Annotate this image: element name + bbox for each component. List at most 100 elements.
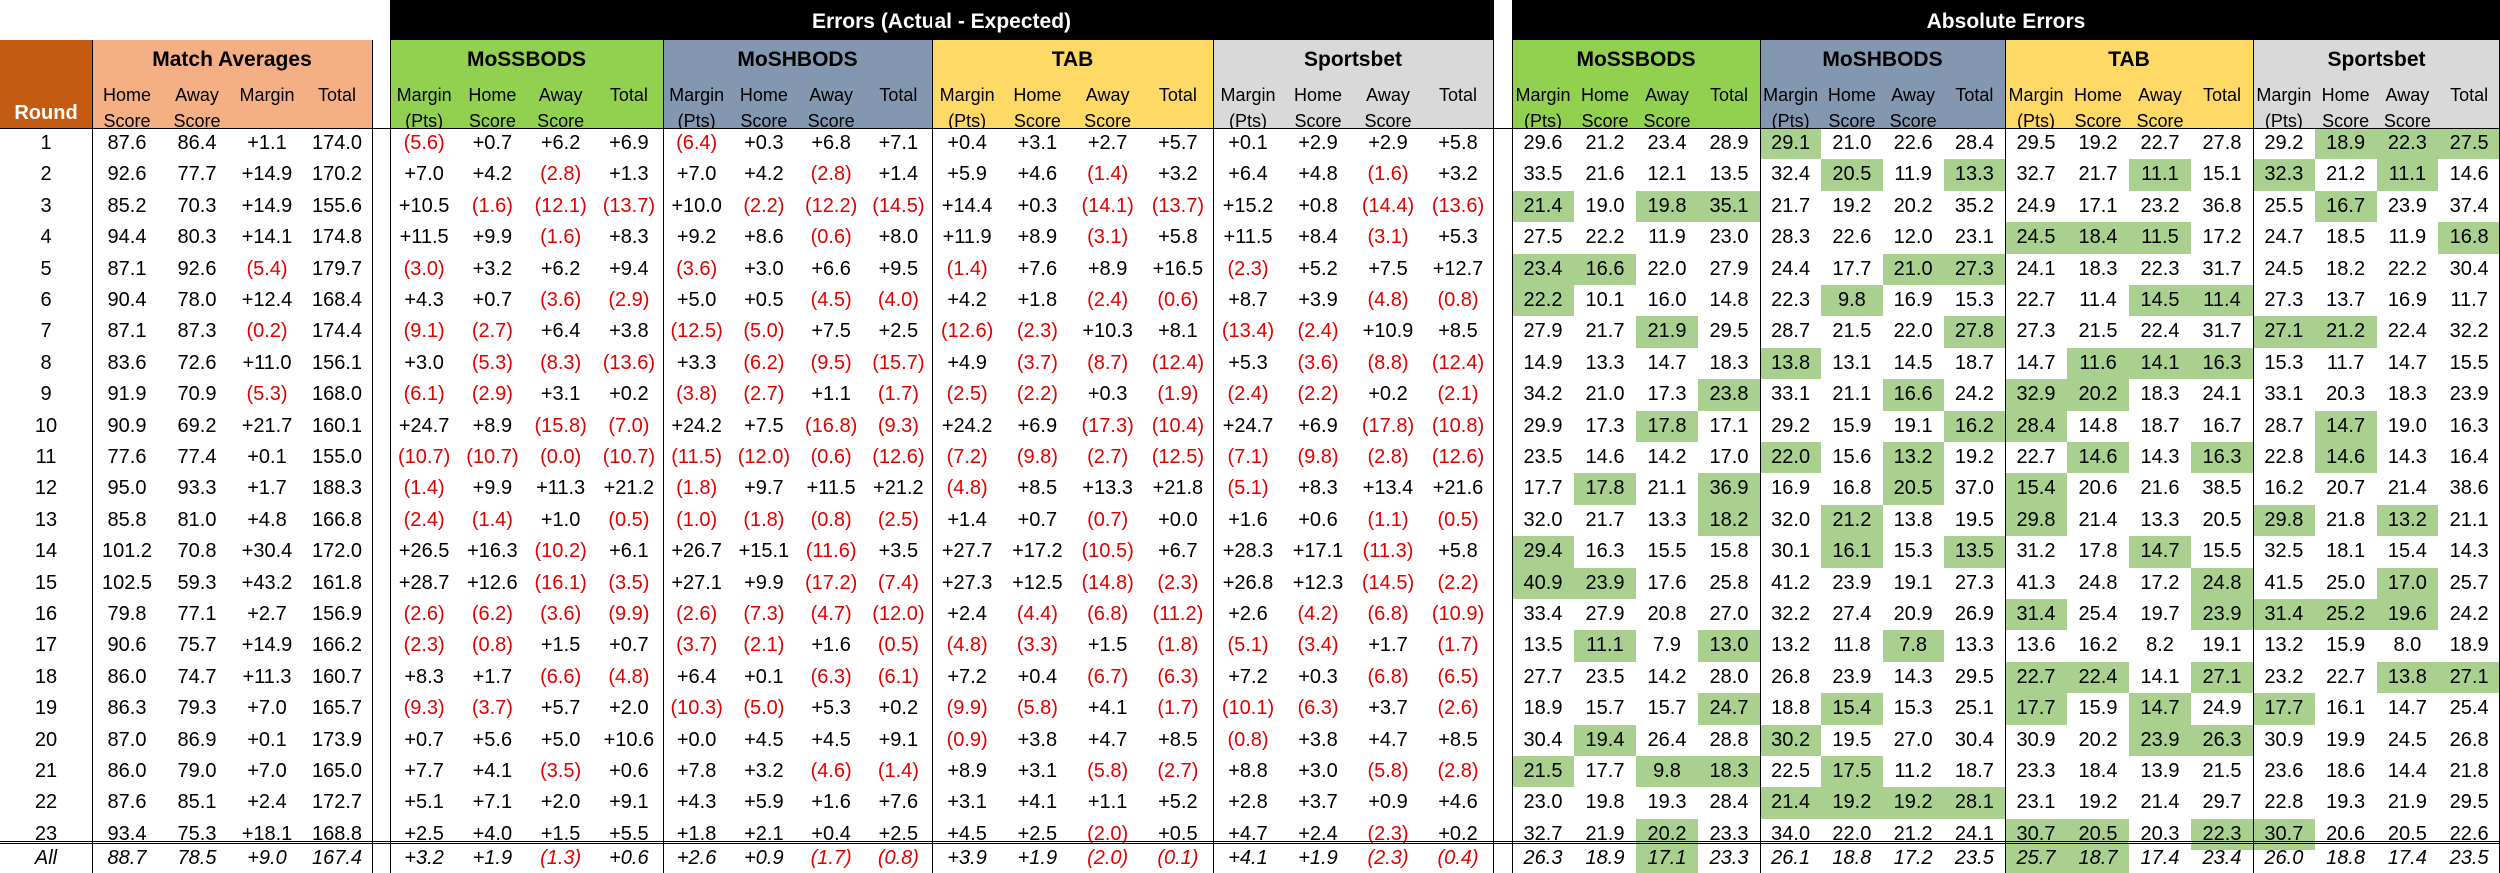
round-cell: 12 bbox=[34, 477, 58, 500]
avg-cell: +14.9 bbox=[241, 163, 293, 186]
error-cell: (0.5) bbox=[1437, 508, 1479, 531]
abs-error-cell: 22.8 bbox=[2264, 791, 2304, 814]
errors-col-mossbods-0: Margin (Pts) bbox=[390, 80, 459, 128]
error-cell: +7.0 bbox=[404, 163, 444, 186]
avg-cell: +12.4 bbox=[241, 289, 293, 311]
abs-error-cell: 17.1 bbox=[1636, 843, 1698, 873]
error-cell: +3.3 bbox=[676, 351, 717, 374]
error-cell: +8.8 bbox=[1228, 760, 1268, 782]
abs-error-cell: 15.9 bbox=[2326, 634, 2366, 657]
error-cell: (1.6) bbox=[1367, 163, 1409, 186]
error-cell: (12.2) bbox=[805, 194, 858, 217]
error-cell: (1.7) bbox=[1437, 634, 1479, 657]
error-cell: (10.7) bbox=[466, 446, 519, 468]
error-cell: +24.7 bbox=[398, 414, 450, 437]
abs-error-cell: 24.5 bbox=[2387, 728, 2427, 751]
error-cell: +3.1 bbox=[1017, 132, 1058, 154]
avg-cell: 86.4 bbox=[177, 132, 217, 154]
error-cell: +3.2 bbox=[1158, 163, 1198, 186]
error-cell: +0.0 bbox=[1158, 508, 1198, 531]
errors-col-sportsbets-1: Home Score bbox=[1283, 80, 1353, 128]
abs-error-cell: 27.7 bbox=[1523, 665, 1563, 688]
error-cell: (15.8) bbox=[534, 414, 587, 437]
error-cell: +4.1 bbox=[1017, 791, 1058, 814]
error-cell: (3.1) bbox=[1367, 226, 1409, 249]
error-cell: +9.7 bbox=[744, 477, 784, 500]
error-cell: +1.5 bbox=[540, 634, 581, 657]
error-cell: +4.5 bbox=[947, 822, 987, 845]
abs-error-cell: 11.4 bbox=[2079, 289, 2117, 311]
error-cell: (1.4) bbox=[1087, 163, 1129, 186]
abs-error-cell: 23.9 bbox=[2191, 599, 2253, 631]
avg-cell: 86.9 bbox=[177, 728, 217, 751]
error-cell: +3.2 bbox=[404, 847, 444, 869]
abs-error-cell: 18.3 bbox=[2140, 383, 2180, 406]
abs-error-cell: 29.7 bbox=[2202, 791, 2242, 814]
error-cell: +9.2 bbox=[676, 226, 717, 249]
abs-error-cell: 22.3 bbox=[2376, 128, 2439, 160]
column-header-text: Score bbox=[1889, 111, 1937, 128]
abs-error-cell: 23.4 bbox=[2202, 847, 2242, 869]
abs-error-cell: 19.8 bbox=[1585, 791, 1625, 814]
error-cell: (14.5) bbox=[872, 194, 925, 217]
error-cell: +8.0 bbox=[878, 226, 919, 249]
abs-error-cell: 29.2 bbox=[1771, 414, 1811, 437]
error-cell: (2.7) bbox=[471, 320, 513, 343]
abs-error-cell: 26.3 bbox=[2191, 724, 2253, 756]
gridline bbox=[663, 0, 664, 873]
column-header-text: Margin bbox=[1220, 85, 1276, 105]
abs-error-cell: 27.3 bbox=[1943, 253, 2005, 285]
error-cell: +8.9 bbox=[1017, 226, 1058, 249]
avg-cell: 79.8 bbox=[107, 603, 147, 625]
abs-error-cell: 18.1 bbox=[2326, 540, 2366, 563]
error-cell: (12.4) bbox=[1151, 351, 1204, 374]
abs-error-cell: 22.2 bbox=[1585, 226, 1625, 249]
abs-error-cell: 19.1 bbox=[1893, 414, 1933, 437]
column-header-text: Score bbox=[807, 111, 855, 128]
avg-cell: +11.0 bbox=[242, 351, 292, 374]
abs-error-cell: 21.5 bbox=[1832, 320, 1872, 343]
error-cell: +0.2 bbox=[609, 383, 649, 406]
avg-cell: +0.1 bbox=[247, 446, 287, 468]
error-cell: +15.1 bbox=[738, 540, 790, 563]
column-header-text: (Pts) bbox=[2017, 111, 2055, 128]
error-cell: +1.9 bbox=[1298, 847, 1338, 869]
error-cell: +1.5 bbox=[1087, 634, 1128, 657]
error-cell: (11.6) bbox=[805, 540, 857, 563]
avg-cell: 75.7 bbox=[177, 634, 217, 657]
column-header-text: Margin bbox=[239, 85, 295, 105]
error-cell: (10.9) bbox=[1431, 603, 1485, 625]
error-cell: +9.4 bbox=[609, 257, 649, 280]
error-cell: +5.5 bbox=[609, 822, 649, 845]
abs-error-cell: 14.6 bbox=[2314, 442, 2377, 474]
error-cell: (4.6) bbox=[810, 760, 852, 782]
abs-error-cell: 17.0 bbox=[1709, 446, 1749, 468]
abs-error-cell: 32.5 bbox=[2264, 540, 2304, 563]
avg-cell: 174.0 bbox=[311, 132, 363, 154]
abs-error-cell: 21.9 bbox=[1636, 316, 1698, 348]
error-cell: +4.6 bbox=[1438, 791, 1478, 814]
column-header-text: Score bbox=[1643, 111, 1691, 128]
error-cell: (2.3) bbox=[1157, 571, 1199, 594]
abs-error-cell: 31.7 bbox=[2202, 320, 2242, 343]
error-cell: +0.6 bbox=[1298, 508, 1338, 531]
abs-error-cell: 14.3 bbox=[1893, 665, 1933, 688]
error-cell: +21.6 bbox=[1432, 477, 1484, 500]
column-header-text: (Pts) bbox=[1229, 111, 1267, 128]
error-cell: (3.5) bbox=[608, 571, 650, 594]
abs-error-cell: 24.1 bbox=[2016, 257, 2056, 280]
error-cell: +0.1 bbox=[744, 665, 784, 688]
abs-error-cell: 33.1 bbox=[2264, 383, 2304, 406]
abs-error-cell: 23.0 bbox=[1709, 226, 1749, 249]
abs-error-cell: 14.1 bbox=[2129, 347, 2191, 380]
error-cell: (4.5) bbox=[810, 289, 852, 311]
avg-cell: 156.1 bbox=[311, 351, 363, 374]
abs-error-cell: 32.7 bbox=[2016, 163, 2056, 186]
abs-error-cell: 22.5 bbox=[1771, 760, 1811, 782]
error-cell: +0.0 bbox=[676, 728, 717, 751]
abs-error-cell: 35.2 bbox=[1954, 194, 1994, 217]
error-cell: (2.2) bbox=[1297, 383, 1339, 406]
error-cell: (10.2) bbox=[534, 540, 587, 563]
abs-error-cell: 14.6 bbox=[1585, 446, 1625, 468]
avg-cell: 160.7 bbox=[311, 665, 363, 688]
